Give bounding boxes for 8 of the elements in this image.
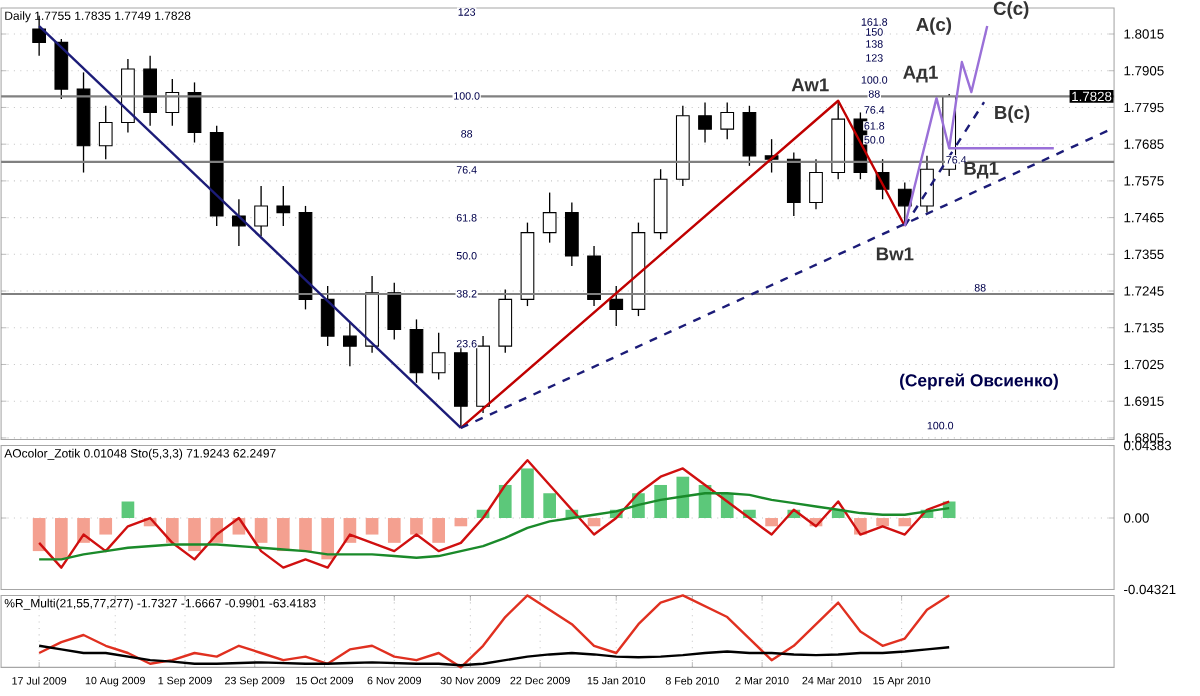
annotation: A(c) [916, 17, 952, 36]
annotation: Bw1 [876, 247, 914, 261]
annotation: Вд1 [964, 162, 999, 179]
annotation: Aw1 [791, 78, 829, 92]
annotation: Aд1 [903, 66, 938, 83]
annotation: B(c) [995, 105, 1030, 124]
annotation: (Сергей Овсиенко) [900, 373, 1058, 391]
annotation: C(c) [993, 1, 1029, 20]
